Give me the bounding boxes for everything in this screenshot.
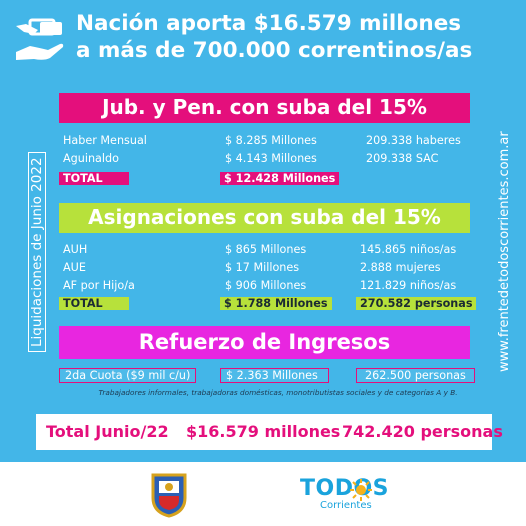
- asig-row-label: AF por Hijo/a: [63, 279, 135, 292]
- asig-row-count: 145.865 niños/as: [360, 243, 457, 256]
- brand-name: TODOS: [300, 476, 390, 501]
- asig-row-amount: $ 865 Millones: [225, 243, 307, 256]
- province-shield-icon: [151, 473, 187, 518]
- blue-panel: Nación aporta $16.579 millones a más de …: [0, 0, 526, 462]
- refuerzo-note: Trabajadores informales, trabajadoras do…: [98, 388, 458, 397]
- asig-total-amount: $ 1.788 Millones: [220, 297, 332, 310]
- side-label-liquidaciones: Liquidaciones de Junio 2022: [28, 152, 46, 352]
- ref-item-count: 262.500 personas: [356, 368, 475, 383]
- asig-row-count: 121.829 niños/as: [360, 279, 457, 292]
- jub-total-label: TOTAL: [59, 172, 129, 185]
- ref-item-amount: $ 2.363 Millones: [220, 368, 329, 383]
- headline-line-2: a más de 700.000 correntinos/as: [76, 38, 473, 63]
- side-website: www.frentedetodoscorrientes.com.ar: [497, 131, 512, 372]
- footer: [0, 462, 526, 526]
- total-people: 742.420 personas: [342, 422, 503, 441]
- total-label: Total Junio/22: [46, 422, 169, 441]
- asig-row-label: AUE: [63, 261, 86, 274]
- jub-row-count: 209.338 haberes: [366, 134, 461, 147]
- asig-total-count: 270.582 personas: [356, 297, 477, 310]
- total-amount: $16.579 millones: [186, 422, 341, 441]
- jub-row-count: 209.338 SAC: [366, 152, 439, 165]
- asig-row-amount: $ 906 Millones: [225, 279, 307, 292]
- asig-total-label: TOTAL: [59, 297, 129, 310]
- banner-refuerzo: Refuerzo de Ingresos: [59, 326, 470, 359]
- brand-logo: TODOS Corrientes: [300, 476, 390, 511]
- jub-row-amount: $ 4.143 Millones: [225, 152, 317, 165]
- brand-subtitle: Corrientes: [320, 500, 372, 511]
- asig-row-amount: $ 17 Millones: [225, 261, 300, 274]
- sun-icon: [350, 479, 372, 501]
- jub-row-label: Aguinaldo: [63, 152, 119, 165]
- jub-row-amount: $ 8.285 Millones: [225, 134, 317, 147]
- asig-row-count: 2.888 mujeres: [360, 261, 441, 274]
- headline: Nación aporta $16.579 millones a más de …: [76, 10, 472, 64]
- jub-total-amount: $ 12.428 Millones: [220, 172, 340, 185]
- banner-asignaciones: Asignaciones con suba del 15%: [59, 203, 470, 233]
- banner-jubilaciones: Jub. y Pen. con suba del 15%: [59, 93, 470, 123]
- totals-box: Total Junio/22 $16.579 millones 742.420 …: [36, 414, 503, 450]
- jub-row-label: Haber Mensual: [63, 134, 147, 147]
- hands-money-icon: [16, 18, 64, 60]
- headline-line-1: Nación aporta $16.579 millones: [76, 11, 462, 36]
- ref-item-label: 2da Cuota ($9 mil c/u): [59, 368, 197, 383]
- asig-row-label: AUH: [63, 243, 88, 256]
